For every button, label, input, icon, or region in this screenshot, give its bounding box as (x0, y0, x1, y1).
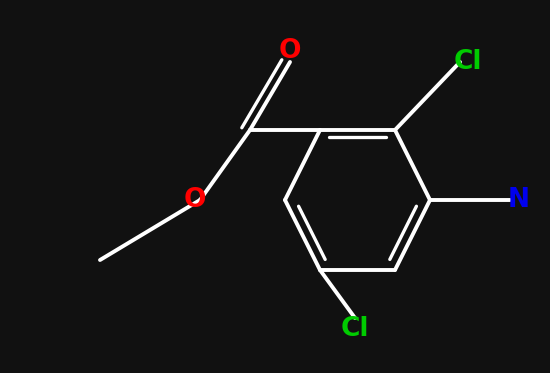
Text: N: N (507, 187, 529, 213)
Text: O: O (279, 38, 301, 64)
Text: Cl: Cl (341, 316, 369, 342)
Text: O: O (183, 187, 206, 213)
Text: Cl: Cl (454, 49, 482, 75)
